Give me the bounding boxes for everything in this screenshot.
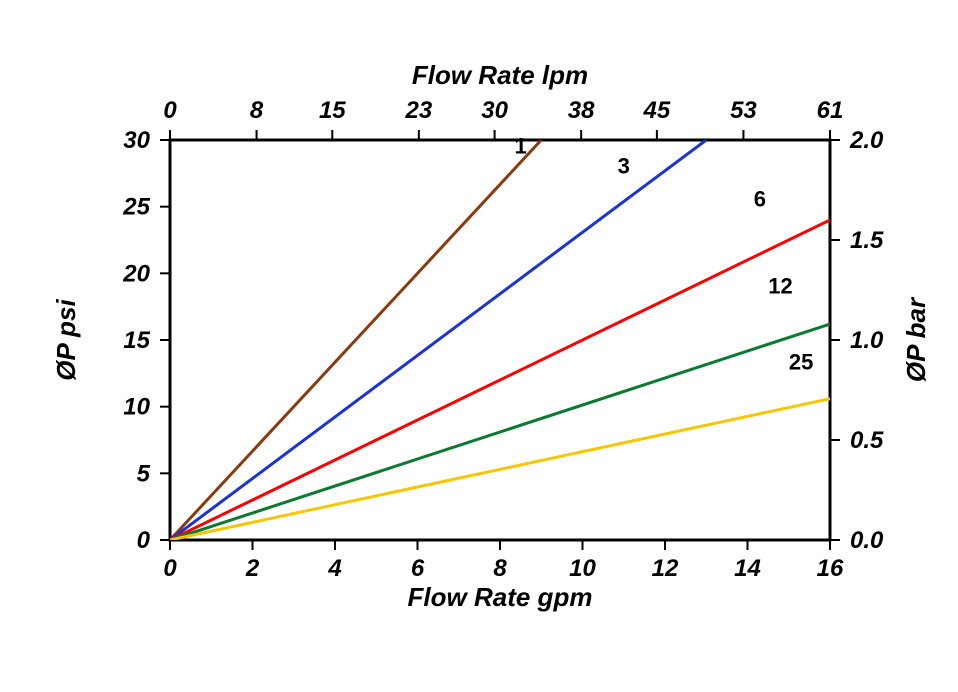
svg-text:1.5: 1.5 [850,227,884,254]
series-label-6: 6 [754,187,766,212]
svg-text:20: 20 [122,260,150,287]
svg-text:38: 38 [568,97,595,124]
series-label-25: 25 [789,349,813,374]
svg-text:Flow Rate lpm: Flow Rate lpm [412,60,588,90]
svg-text:23: 23 [405,97,433,124]
svg-text:15: 15 [319,97,346,124]
svg-text:6: 6 [411,555,425,582]
series-label-12: 12 [768,273,792,298]
svg-text:2: 2 [245,555,260,582]
svg-text:0.5: 0.5 [850,427,884,454]
svg-text:2.0: 2.0 [849,127,884,154]
svg-text:8: 8 [493,555,507,582]
svg-text:25: 25 [122,194,150,221]
svg-text:30: 30 [481,97,508,124]
svg-text:16: 16 [817,555,844,582]
svg-text:4: 4 [327,555,341,582]
svg-text:0.0: 0.0 [850,527,884,554]
svg-text:0: 0 [163,555,177,582]
svg-text:45: 45 [643,97,671,124]
svg-text:61: 61 [817,97,844,124]
svg-text:ØP psi: ØP psi [51,299,81,381]
series-label-1: 1 [515,133,527,158]
svg-text:30: 30 [123,127,150,154]
svg-text:8: 8 [250,97,264,124]
svg-text:0: 0 [163,97,177,124]
chart-svg: 0246810121416Flow Rate gpm08152330384553… [0,0,958,692]
svg-text:Flow Rate gpm: Flow Rate gpm [408,582,593,612]
svg-text:15: 15 [123,327,150,354]
pressure-flow-chart: 0246810121416Flow Rate gpm08152330384553… [0,0,958,692]
svg-text:ØP bar: ØP bar [901,296,931,382]
svg-text:53: 53 [730,97,757,124]
svg-text:10: 10 [569,555,596,582]
svg-text:1.0: 1.0 [850,327,884,354]
svg-text:10: 10 [123,394,150,421]
svg-text:5: 5 [137,460,151,487]
series-label-3: 3 [618,153,630,178]
svg-text:0: 0 [137,527,151,554]
svg-text:14: 14 [734,555,761,582]
svg-text:12: 12 [652,555,679,582]
